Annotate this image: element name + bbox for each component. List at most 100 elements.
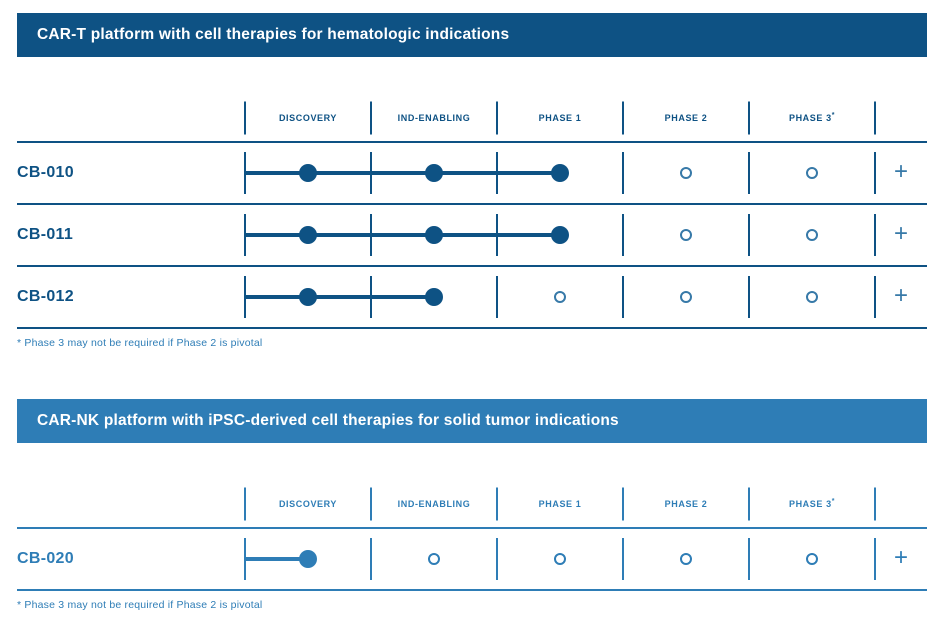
pipeline-row-cb-020: CB-020 +: [17, 527, 927, 589]
stage-cell: [497, 267, 623, 327]
planned-stage-circle: [680, 229, 692, 241]
pipeline-row-cb-010: CB-010 +: [17, 141, 927, 203]
footnote-marker: *: [831, 112, 836, 119]
progress-line: [245, 171, 560, 175]
stage-cell: [497, 143, 623, 203]
plus-icon: +: [893, 544, 908, 571]
section-header-bar: CAR-T platform with cell therapies for h…: [17, 13, 927, 57]
stage-cell: [371, 529, 497, 589]
completed-stage-dot: [551, 164, 569, 182]
progress-line: [245, 295, 434, 299]
stage-cell: [623, 267, 749, 327]
stage-column-header: PHASE 2: [623, 481, 749, 527]
stage-cell: [245, 529, 371, 589]
expansion-cell: +: [875, 529, 927, 589]
program-label: CB-010: [17, 164, 74, 181]
stage-cell: [623, 529, 749, 589]
stage-cell: [371, 205, 497, 265]
stage-column-header: DISCOVERY: [245, 95, 371, 141]
stage-column-header: PHASE 1: [497, 481, 623, 527]
planned-stage-circle: [680, 167, 692, 179]
completed-stage-dot: [551, 226, 569, 244]
section-car-t: CAR-T platform with cell therapies for h…: [17, 13, 927, 349]
planned-stage-circle: [806, 167, 818, 179]
planned-stage-circle: [428, 553, 440, 565]
stage-column-label: DISCOVERY: [278, 499, 338, 509]
completed-stage-dot: [299, 550, 317, 568]
stage-cell: [749, 205, 875, 265]
stage-header-row: DISCOVERY IND-ENABLING PHASE 1 PHASE 2 PHASE…: [17, 481, 927, 527]
stage-column-label: PHASE 3*: [788, 498, 836, 509]
pipeline-row-cb-011: CB-011 +: [17, 203, 927, 265]
stage-column-label: PHASE 2: [664, 499, 708, 509]
plus-icon: +: [893, 158, 908, 185]
section-header-bar: CAR-NK platform with iPSC-derived cell t…: [17, 399, 927, 443]
program-label: CB-011: [17, 226, 74, 243]
completed-stage-dot: [299, 164, 317, 182]
stage-cell: [245, 143, 371, 203]
stage-column-label: PHASE 1: [538, 499, 582, 509]
stage-cell: [623, 205, 749, 265]
phase-progress-area: [245, 205, 875, 265]
footnote-marker: *: [831, 498, 836, 505]
program-label: CB-012: [17, 288, 74, 305]
phase3-footnote: * Phase 3 may not be required if Phase 2…: [17, 337, 263, 349]
stage-column-label: IND-ENABLING: [397, 499, 471, 509]
stage-column-label: PHASE 3*: [788, 112, 836, 123]
section-title: CAR-T platform with cell therapies for h…: [37, 26, 510, 43]
plus-icon: +: [893, 220, 908, 247]
pipeline-row-cb-012: CB-012 +: [17, 265, 927, 327]
completed-stage-dot: [299, 288, 317, 306]
stage-cell: [623, 143, 749, 203]
phase-progress-area: [245, 143, 875, 203]
stage-column-label: PHASE 2: [664, 113, 708, 123]
stage-cell: [749, 529, 875, 589]
progress-line: [245, 233, 560, 237]
stage-cell: [245, 267, 371, 327]
planned-stage-circle: [554, 553, 566, 565]
stage-column-header: PHASE 3*: [749, 95, 875, 141]
stage-column-header: DISCOVERY: [245, 481, 371, 527]
stage-header-end-cell: [875, 95, 927, 141]
phase3-footnote: * Phase 3 may not be required if Phase 2…: [17, 599, 263, 611]
planned-stage-circle: [554, 291, 566, 303]
stage-column-label: IND-ENABLING: [397, 113, 471, 123]
stage-cell: [497, 529, 623, 589]
expansion-cell: +: [875, 267, 927, 327]
planned-stage-circle: [806, 291, 818, 303]
phase-progress-area: [245, 529, 875, 589]
program-label-cell: CB-020: [17, 529, 245, 589]
stage-cell: [749, 267, 875, 327]
stage-header-spacer: [17, 481, 245, 527]
progress-line: [245, 557, 308, 561]
stage-cell: [749, 143, 875, 203]
planned-stage-circle: [680, 553, 692, 565]
planned-stage-circle: [680, 291, 692, 303]
stage-cell: [371, 267, 497, 327]
completed-stage-dot: [425, 164, 443, 182]
stage-column-header: IND-ENABLING: [371, 481, 497, 527]
stage-column-header: PHASE 3*: [749, 481, 875, 527]
stage-header-spacer: [17, 95, 245, 141]
stage-header-end-cell: [875, 481, 927, 527]
stage-column-header: IND-ENABLING: [371, 95, 497, 141]
program-label-cell: CB-010: [17, 143, 245, 203]
stage-cell: [371, 143, 497, 203]
expansion-cell: +: [875, 143, 927, 203]
stage-cell: [497, 205, 623, 265]
expansion-cell: +: [875, 205, 927, 265]
program-label: CB-020: [17, 550, 74, 567]
stage-column-header: PHASE 2: [623, 95, 749, 141]
phase-progress-area: [245, 267, 875, 327]
completed-stage-dot: [299, 226, 317, 244]
program-label-cell: CB-011: [17, 205, 245, 265]
pipeline-table: DISCOVERY IND-ENABLING PHASE 1 PHASE 2 PHASE…: [17, 95, 927, 329]
section-car-nk: CAR-NK platform with iPSC-derived cell t…: [17, 399, 927, 611]
planned-stage-circle: [806, 229, 818, 241]
pipeline-table: DISCOVERY IND-ENABLING PHASE 1 PHASE 2 PHASE…: [17, 481, 927, 591]
stage-cell: [245, 205, 371, 265]
program-label-cell: CB-012: [17, 267, 245, 327]
completed-stage-dot: [425, 288, 443, 306]
completed-stage-dot: [425, 226, 443, 244]
